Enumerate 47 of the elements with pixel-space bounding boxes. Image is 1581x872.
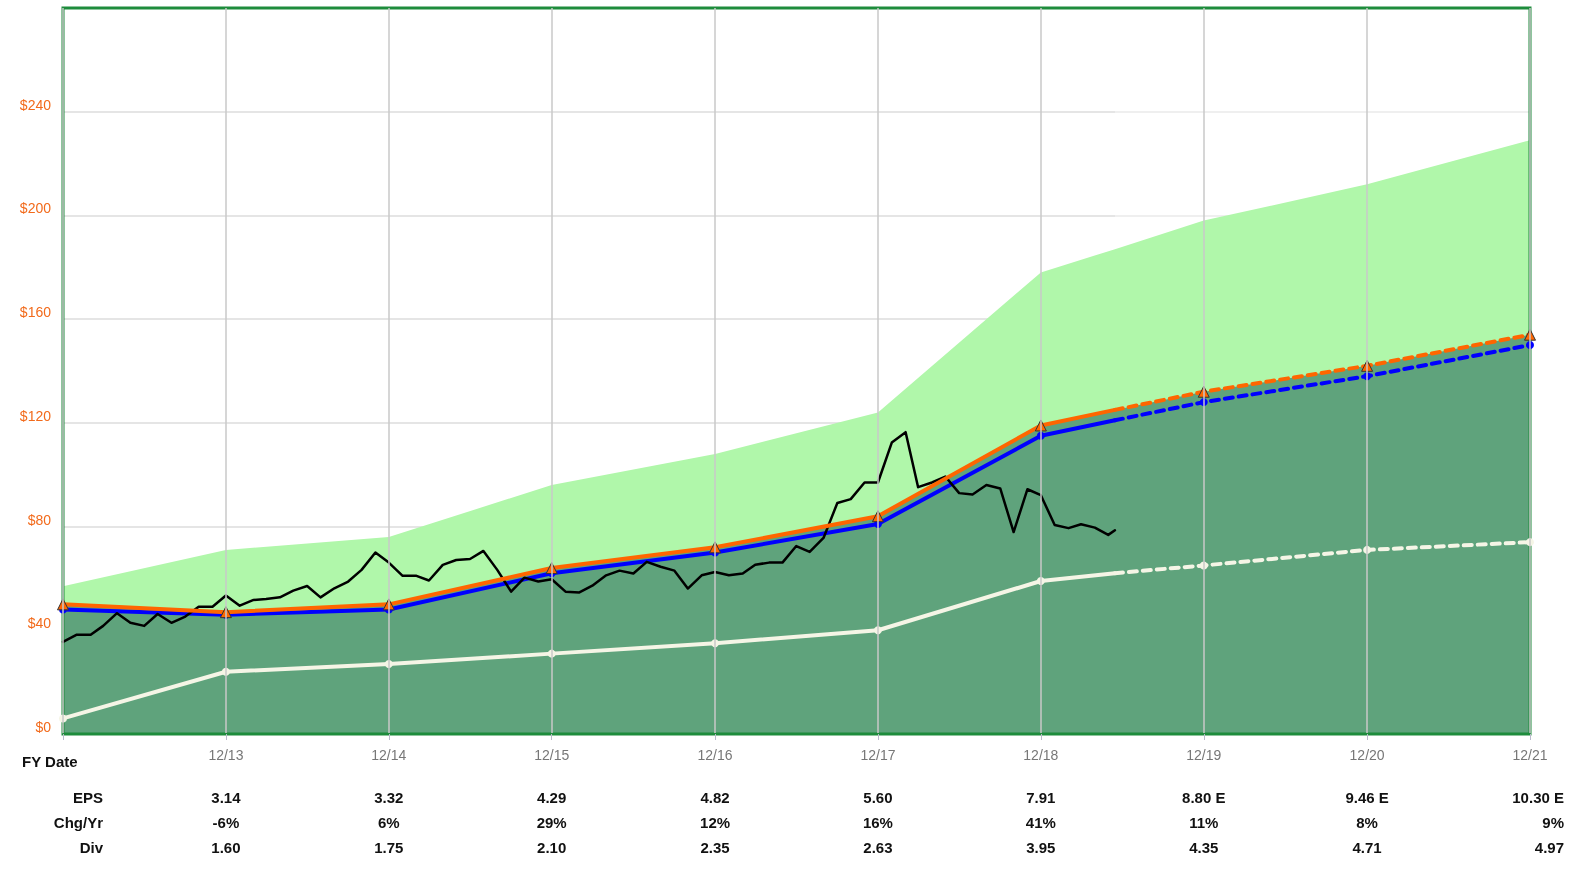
text: 8% <box>1356 813 1378 831</box>
x-tick-label: 12/13 <box>208 747 244 763</box>
text: 3.32 <box>374 788 404 806</box>
y-tick-label: $120 <box>19 407 52 424</box>
text: 16% <box>862 813 893 831</box>
y-tick-label: $200 <box>19 200 52 217</box>
x-tick-label: 12/17 <box>860 747 896 763</box>
x-tick-label: 12/15 <box>534 747 570 763</box>
text: 10.30 E <box>1512 788 1564 806</box>
text: 3.95 <box>1026 838 1056 856</box>
text: 12% <box>700 813 731 831</box>
x-tick-label: 12/21 <box>1512 747 1548 763</box>
text: 41% <box>1025 813 1056 831</box>
text: EPS <box>72 788 103 806</box>
y-tick-label: $160 <box>19 304 52 321</box>
text: -6% <box>212 813 240 831</box>
x-tick-label: 12/19 <box>1186 747 1222 763</box>
text: 2.63 <box>863 838 893 856</box>
text: 9.46 E <box>1345 788 1389 806</box>
text: 5.60 <box>863 788 893 806</box>
text: 7.91 <box>1026 788 1056 806</box>
text: 8.80 E <box>1182 788 1226 806</box>
y-tick-label: $240 <box>19 96 52 113</box>
text: 29% <box>536 813 567 831</box>
y-tick-label: $80 <box>27 511 52 528</box>
text: 4.71 <box>1352 838 1382 856</box>
text: 1.60 <box>211 838 241 856</box>
text: 9% <box>1542 813 1564 831</box>
text: 4.82 <box>700 788 730 806</box>
text: Div <box>79 838 104 856</box>
text: Chg/Yr <box>53 813 104 831</box>
x-tick-label: 12/14 <box>371 747 407 763</box>
text: 4.97 <box>1534 838 1564 856</box>
x-tick-label: 12/20 <box>1349 747 1385 763</box>
text: 4.29 <box>537 788 567 806</box>
text: 2.35 <box>700 838 730 856</box>
text: 3.14 <box>211 788 242 806</box>
y-tick-label: $0 <box>35 719 52 735</box>
x-tick-label: 12/18 <box>1023 747 1059 763</box>
text: 11% <box>1189 813 1219 831</box>
text: 2.10 <box>537 838 567 856</box>
y-tick-label: $40 <box>27 615 52 632</box>
text: 4.35 <box>1189 838 1219 856</box>
text: 6% <box>377 813 400 831</box>
x-axis-title: FY Date <box>22 753 78 770</box>
x-tick-label: 12/16 <box>697 747 733 763</box>
text: 1.75 <box>374 838 404 856</box>
